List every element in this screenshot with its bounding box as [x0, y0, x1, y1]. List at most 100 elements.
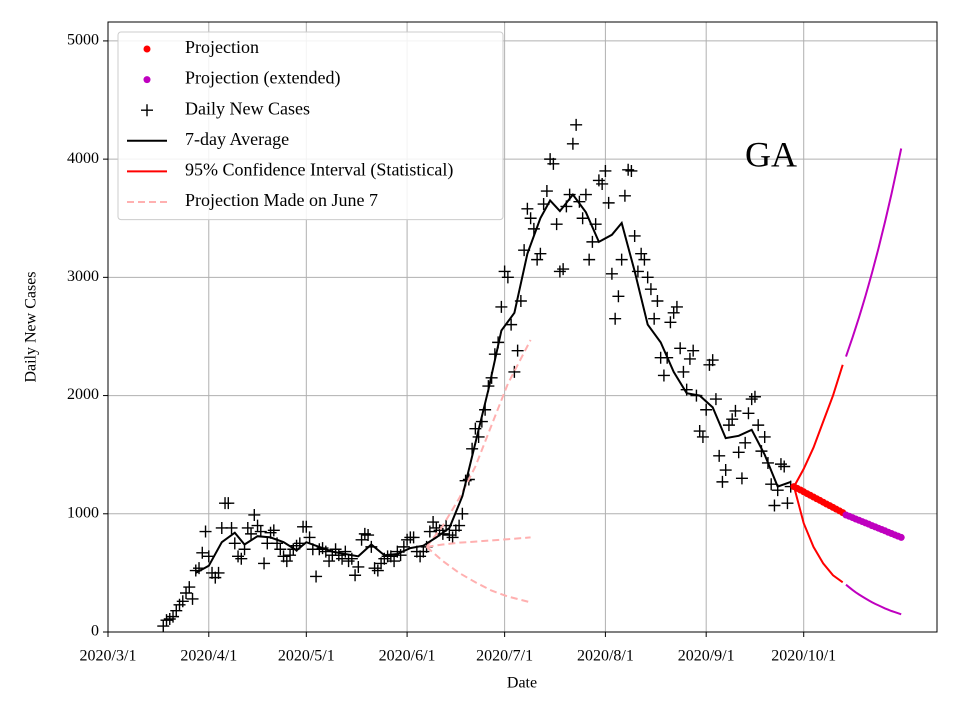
legend-label: Projection Made on June 7 [185, 190, 378, 210]
data-point [713, 449, 726, 462]
data-point [427, 516, 440, 529]
legend-swatch [143, 45, 151, 53]
data-point [303, 531, 316, 544]
legend: Projection Projection (extended) Daily New… [117, 31, 504, 221]
data-point [544, 153, 557, 166]
data-point [648, 312, 661, 325]
legend-frame [117, 31, 504, 221]
data-point [527, 222, 540, 235]
data-point [251, 519, 264, 532]
data-point [284, 549, 297, 562]
data-point [550, 218, 563, 231]
data-point [576, 212, 589, 225]
data-point [729, 404, 742, 417]
data-point [235, 552, 248, 565]
data-point [670, 300, 683, 313]
data-point [495, 300, 508, 313]
ci-lower-line [845, 583, 902, 616]
data-point [274, 543, 287, 556]
data-point [651, 294, 664, 307]
data-point [586, 235, 599, 248]
data-point [579, 188, 592, 201]
data-point [605, 267, 618, 280]
data-point [524, 212, 537, 225]
data-point [745, 393, 758, 406]
data-point [180, 586, 193, 599]
data-point [547, 157, 560, 170]
x-tick-label: 2020/9/1 [678, 648, 735, 665]
data-point [615, 253, 628, 266]
data-point [453, 519, 466, 532]
y-tick-label: 3000 [67, 268, 99, 285]
data-point [774, 458, 787, 471]
data-point [407, 531, 420, 544]
data-point [768, 499, 781, 512]
data-point [176, 595, 189, 608]
data-point [599, 164, 612, 177]
data-point [245, 527, 258, 540]
data-point [222, 497, 235, 510]
data-point [342, 555, 355, 568]
data-point [417, 545, 430, 558]
ci-upper-line [845, 148, 903, 357]
data-point [394, 549, 407, 562]
data-point [339, 545, 352, 558]
data-point [368, 562, 381, 575]
data-point [687, 344, 700, 357]
data-point [157, 620, 170, 633]
data-point [748, 390, 761, 403]
data-point [414, 550, 427, 563]
data-point [596, 177, 609, 190]
data-point [664, 316, 677, 329]
data-point [375, 557, 388, 570]
data-point [199, 525, 212, 538]
data-point [277, 550, 290, 563]
data-point [163, 612, 176, 625]
data-point [160, 614, 173, 627]
data-point [635, 247, 648, 260]
x-tick-label: 2020/10/1 [771, 648, 836, 665]
y-tick-label: 2000 [67, 386, 99, 403]
data-point [566, 137, 579, 150]
data-point [349, 569, 362, 582]
data-point [384, 550, 397, 563]
data-point [683, 352, 696, 365]
data-point [300, 520, 313, 533]
data-point [371, 564, 384, 577]
data-point [722, 419, 735, 432]
data-point [719, 464, 732, 477]
y-tick-label: 0 [91, 623, 99, 640]
data-point [612, 290, 625, 303]
data-point [280, 555, 293, 568]
data-point [644, 283, 657, 296]
data-point [602, 196, 615, 209]
data-point [573, 195, 586, 208]
data-point [638, 253, 651, 266]
x-axis-label: Date [507, 675, 537, 692]
data-point [362, 529, 375, 542]
data-point [758, 430, 771, 443]
data-point [628, 229, 641, 242]
data-point [225, 521, 238, 534]
legend-label: Daily New Cases [185, 98, 310, 118]
data-point [167, 610, 180, 623]
data-point [170, 604, 183, 617]
data-point [609, 312, 622, 325]
data-point [521, 202, 534, 215]
data-point [667, 306, 680, 319]
data-point [540, 185, 553, 198]
legend-swatch [141, 104, 153, 117]
y-tick-label: 4000 [67, 150, 99, 167]
data-point [388, 555, 401, 568]
data-point [732, 446, 745, 459]
data-point [209, 571, 222, 584]
annotation: GA [745, 134, 797, 174]
data-point [700, 403, 713, 416]
data-point [693, 425, 706, 438]
data-point [706, 354, 719, 367]
y-tick-label: 5000 [67, 32, 99, 49]
data-point [449, 524, 462, 537]
data-point [703, 358, 716, 371]
data-point [696, 430, 709, 443]
